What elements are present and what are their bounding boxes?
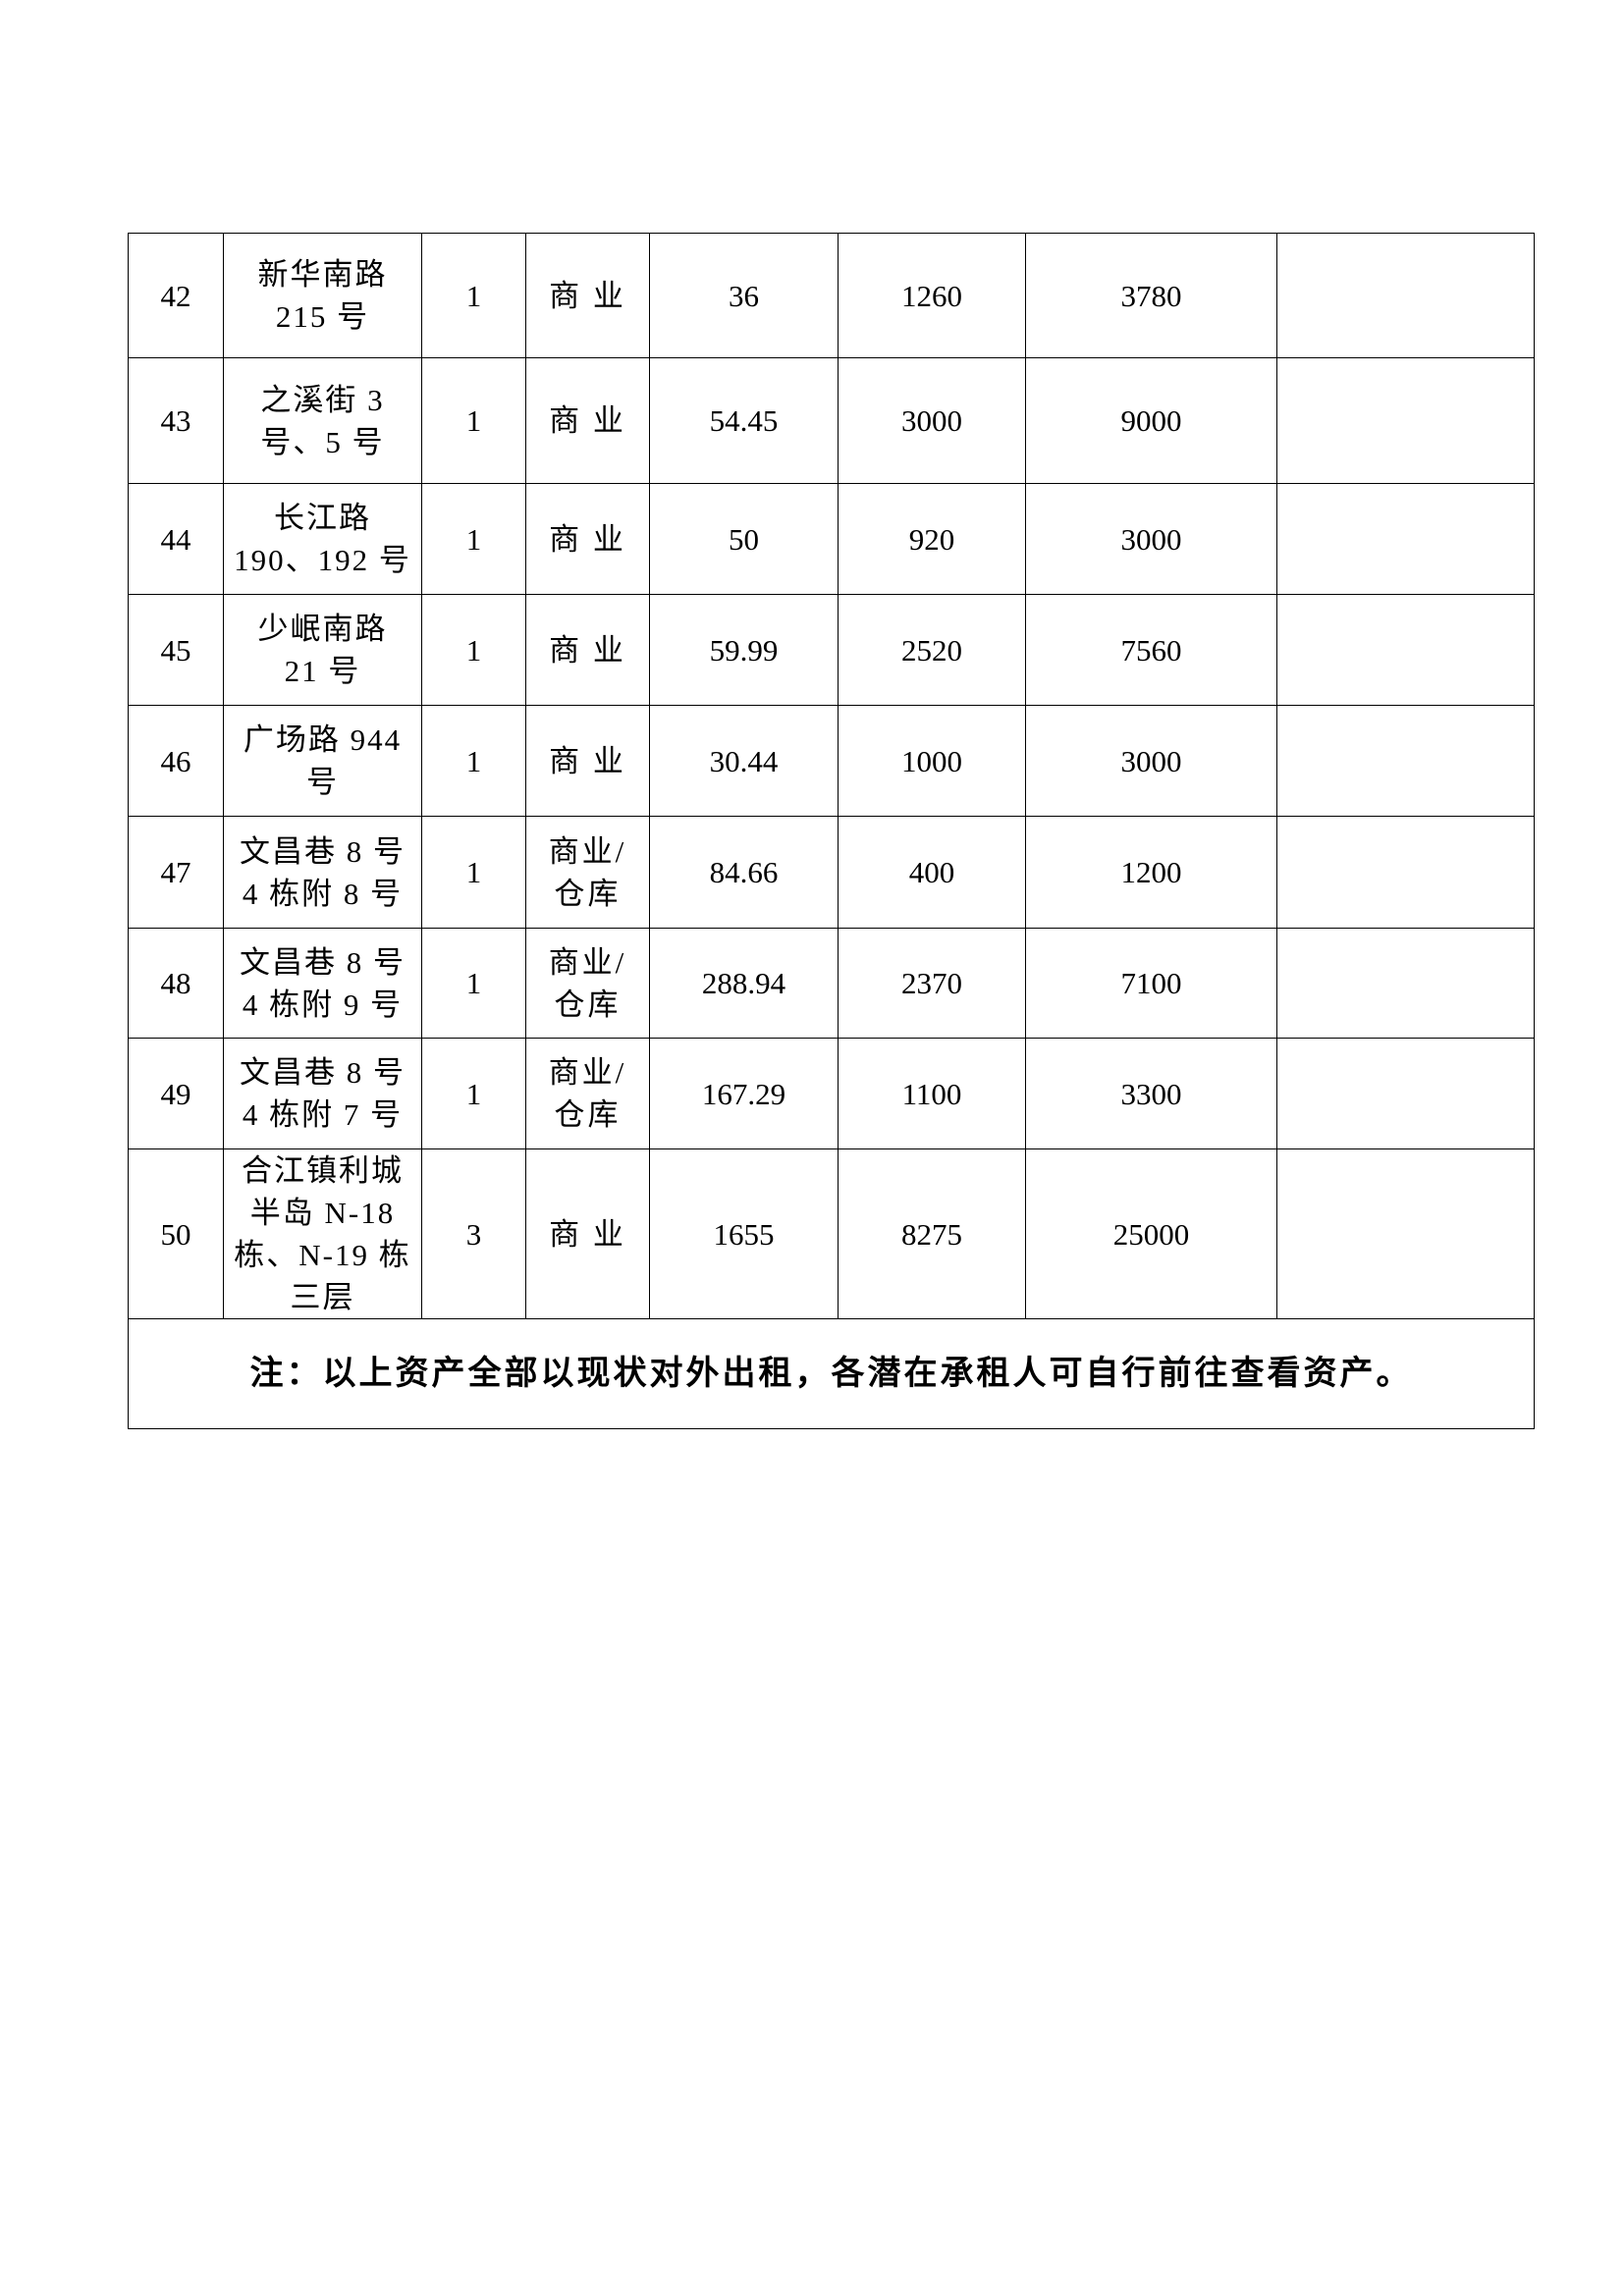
cell-remark [1276,1038,1535,1149]
note-row: 注：以上资产全部以现状对外出租，各潜在承租人可自行前往查看资产。 [128,1318,1535,1429]
cell-area: 36 [649,233,839,358]
cell-address: 文昌巷 8 号 4 栋附 9 号 [223,928,422,1039]
cell-usage: 商 业 [525,233,650,358]
cell-usage: 商业/ 仓库 [525,816,650,929]
cell-rent-value: 400 [838,816,1026,929]
cell-rent-total: 1200 [1025,816,1277,929]
cell-address: 文昌巷 8 号 4 栋附 8 号 [223,816,422,929]
cell-rent-value: 1000 [838,705,1026,817]
cell-area: 54.45 [649,357,839,484]
cell-usage: 商 业 [525,1148,650,1319]
cell-count: 1 [421,816,526,929]
cell-area: 167.29 [649,1038,839,1149]
table-row: 50 合江镇利城 半岛 N-18 栋、N-19 栋 三层 3 商 业 1655 8275 2… [128,1148,1535,1319]
cell-usage: 商 业 [525,357,650,484]
cell-rent-total: 3000 [1025,483,1277,595]
table-row: 47 文昌巷 8 号 4 栋附 8 号 1 商业/ 仓库 84.66 400 1200 [128,816,1535,929]
cell-rent-total: 9000 [1025,357,1277,484]
cell-rent-total: 3000 [1025,705,1277,817]
table-row: 49 文昌巷 8 号 4 栋附 7 号 1 商业/ 仓库 167.29 1100 3300 [128,1038,1535,1149]
cell-count: 3 [421,1148,526,1319]
cell-remark [1276,233,1535,358]
cell-row-number: 46 [128,705,224,817]
cell-row-number: 42 [128,233,224,358]
cell-rent-value: 1260 [838,233,1026,358]
cell-remark [1276,357,1535,484]
cell-address: 之溪街 3 号、5 号 [223,357,422,484]
cell-rent-value: 2370 [838,928,1026,1039]
cell-row-number: 48 [128,928,224,1039]
cell-row-number: 50 [128,1148,224,1319]
cell-row-number: 49 [128,1038,224,1149]
cell-remark [1276,705,1535,817]
cell-rent-value: 8275 [838,1148,1026,1319]
cell-rent-total: 7100 [1025,928,1277,1039]
cell-rent-total: 3780 [1025,233,1277,358]
cell-address: 少岷南路 21 号 [223,594,422,706]
cell-rent-total: 3300 [1025,1038,1277,1149]
cell-count: 1 [421,357,526,484]
cell-count: 1 [421,594,526,706]
cell-rent-value: 2520 [838,594,1026,706]
cell-usage: 商 业 [525,483,650,595]
cell-area: 50 [649,483,839,595]
cell-count: 1 [421,928,526,1039]
cell-usage: 商业/ 仓库 [525,1038,650,1149]
table-row: 48 文昌巷 8 号 4 栋附 9 号 1 商业/ 仓库 288.94 2370 7100 [128,928,1535,1039]
cell-row-number: 44 [128,483,224,595]
cell-remark [1276,928,1535,1039]
cell-address: 长江路 190、192 号 [223,483,422,595]
cell-address: 新华南路 215 号 [223,233,422,358]
cell-usage: 商 业 [525,705,650,817]
cell-area: 1655 [649,1148,839,1319]
cell-area: 288.94 [649,928,839,1039]
cell-address: 文昌巷 8 号 4 栋附 7 号 [223,1038,422,1149]
cell-address: 广场路 944 号 [223,705,422,817]
cell-area: 30.44 [649,705,839,817]
cell-area: 84.66 [649,816,839,929]
cell-count: 1 [421,705,526,817]
note-text: 注：以上资产全部以现状对外出租，各潜在承租人可自行前往查看资产。 [128,1318,1535,1429]
cell-rent-value: 3000 [838,357,1026,484]
cell-area: 59.99 [649,594,839,706]
cell-remark [1276,1148,1535,1319]
cell-count: 1 [421,1038,526,1149]
cell-count: 1 [421,483,526,595]
cell-row-number: 43 [128,357,224,484]
cell-rent-value: 1100 [838,1038,1026,1149]
cell-rent-total: 7560 [1025,594,1277,706]
cell-remark [1276,483,1535,595]
cell-rent-value: 920 [838,483,1026,595]
cell-remark [1276,816,1535,929]
cell-usage: 商业/ 仓库 [525,928,650,1039]
cell-remark [1276,594,1535,706]
cell-rent-total: 25000 [1025,1148,1277,1319]
cell-usage: 商 业 [525,594,650,706]
cell-address: 合江镇利城 半岛 N-18 栋、N-19 栋 三层 [223,1148,422,1319]
cell-row-number: 47 [128,816,224,929]
cell-row-number: 45 [128,594,224,706]
cell-count: 1 [421,233,526,358]
